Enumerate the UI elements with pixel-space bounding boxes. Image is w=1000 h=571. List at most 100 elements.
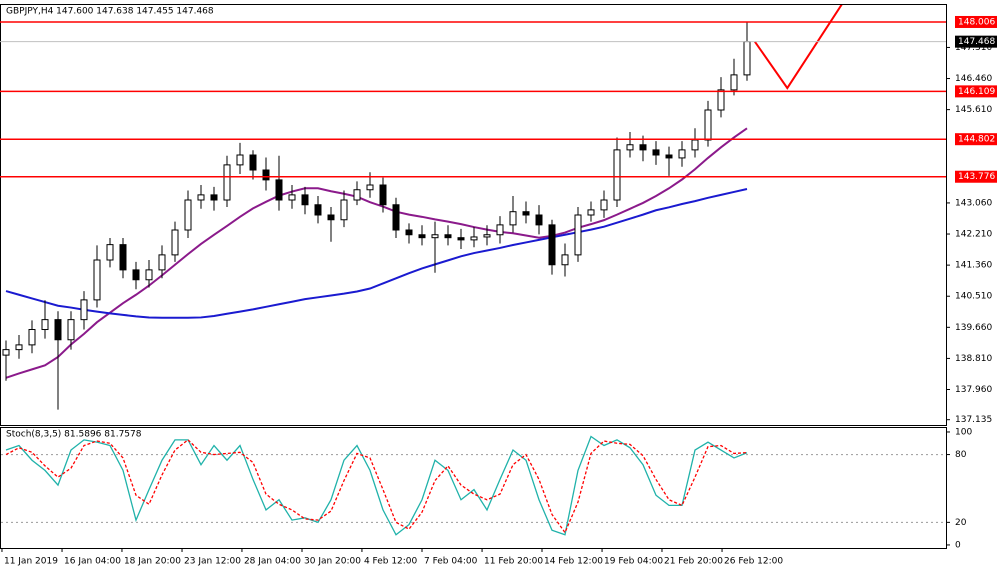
y-tick-label: 137.135 (955, 415, 992, 425)
candle-body (171, 229, 179, 256)
candle-body (587, 209, 595, 216)
candle-body (184, 199, 192, 231)
y-tick-label: 141.360 (955, 261, 992, 271)
candle-body (418, 234, 426, 239)
candle-body (652, 149, 660, 156)
stoch-line (5, 435, 748, 536)
y-tick-label: 138.810 (955, 354, 992, 364)
candle-body (600, 199, 608, 211)
x-tick-label: 16 Jan 04:00 (64, 557, 121, 567)
current-price-box (955, 35, 997, 48)
candle-body (28, 329, 36, 346)
candle-body (223, 164, 231, 201)
x-tick-label: 18 Jan 20:00 (124, 557, 181, 567)
candle-body (80, 299, 88, 321)
candle-body (236, 154, 244, 166)
level-label: 146.109 (958, 87, 995, 97)
stoch-panel (0, 427, 947, 549)
level-label: 143.776 (958, 172, 995, 182)
y-tick-label: 137.960 (955, 385, 992, 395)
level-label-box (955, 133, 997, 146)
x-tick-label: 14 Feb 12:00 (544, 557, 603, 567)
level-label: 144.802 (958, 135, 995, 145)
candle-body (288, 194, 296, 201)
candle-body (379, 184, 387, 206)
x-tick-label: 23 Jan 12:00 (184, 557, 241, 567)
price-panel (0, 4, 947, 426)
candle-body (41, 319, 49, 331)
candle-body (132, 269, 140, 281)
candle-body (106, 244, 114, 261)
candle-body (327, 214, 335, 221)
candle-body (509, 211, 517, 226)
candle-body (158, 254, 166, 271)
candle-body (691, 139, 699, 151)
moving-average (5, 188, 748, 319)
current-price-label: 147.468 (958, 37, 995, 47)
y-tick-label: 142.210 (955, 230, 992, 240)
level-label-box (955, 15, 997, 28)
candle-body (522, 211, 530, 216)
candle-body (431, 234, 439, 239)
candle-body (2, 349, 10, 356)
candle-body (444, 234, 452, 239)
y-tick-label: 145.610 (955, 105, 992, 115)
candle-body (717, 89, 725, 111)
candle-body (262, 169, 270, 181)
candle-body (210, 194, 218, 201)
candle-body (314, 204, 322, 216)
level-label-box (955, 170, 997, 183)
x-tick-label: 21 Feb 20:00 (664, 557, 723, 567)
y-tick-label: 0 (955, 540, 961, 550)
x-tick-label: 19 Feb 04:00 (604, 557, 663, 567)
x-tick-label: 11 Jan 2019 (4, 557, 58, 567)
candle-body (574, 214, 582, 256)
candle-body (197, 194, 205, 201)
candle-body (67, 319, 75, 341)
y-tick-label: 143.060 (955, 198, 992, 208)
candle-body (145, 269, 153, 281)
candle-body (366, 184, 374, 191)
candle-body (613, 149, 621, 201)
x-tick-label: 30 Jan 20:00 (304, 557, 361, 567)
candle-body (730, 74, 738, 91)
moving-average (5, 127, 748, 379)
candle-body (301, 194, 309, 206)
y-tick-label: 147.310 (955, 43, 992, 53)
chart-title: GBPJPY,H4 147.600 147.638 147.455 147.46… (6, 7, 214, 17)
y-tick-label: 80 (955, 450, 967, 460)
candle-body (483, 234, 491, 238)
x-tick-label: 28 Jan 04:00 (244, 557, 301, 567)
x-tick-label: 4 Feb 12:00 (364, 557, 418, 567)
indicator-title: Stoch(8,3,5) 81.5896 81.7578 (6, 430, 142, 440)
candle-body (340, 199, 348, 221)
candle-body (93, 259, 101, 301)
candle-body (119, 244, 127, 271)
level-label-box (955, 85, 997, 98)
candle-body (275, 179, 283, 201)
y-tick-label: 20 (955, 518, 967, 528)
candle-body (249, 154, 257, 171)
y-tick-label: 146.460 (955, 74, 992, 84)
candle-body (457, 237, 465, 241)
candle-body (54, 319, 62, 341)
x-tick-label: 11 Feb 20:00 (484, 557, 543, 567)
stoch-line (5, 439, 748, 534)
y-tick-label: 140.510 (955, 292, 992, 302)
x-tick-label: 26 Feb 12:00 (724, 557, 783, 567)
candle-body (639, 144, 647, 151)
candle-body (392, 204, 400, 231)
projection-line (753, 5, 843, 90)
x-tick-label: 7 Feb 04:00 (424, 557, 478, 567)
candle-body (535, 214, 543, 226)
price-clip (2, 5, 843, 410)
candle-body (548, 224, 556, 266)
candle-body (15, 344, 23, 351)
candle-body (704, 109, 712, 141)
candle-body (743, 41, 751, 76)
candle-body (405, 229, 413, 236)
candle-body (470, 236, 478, 241)
candle-body (678, 149, 686, 159)
